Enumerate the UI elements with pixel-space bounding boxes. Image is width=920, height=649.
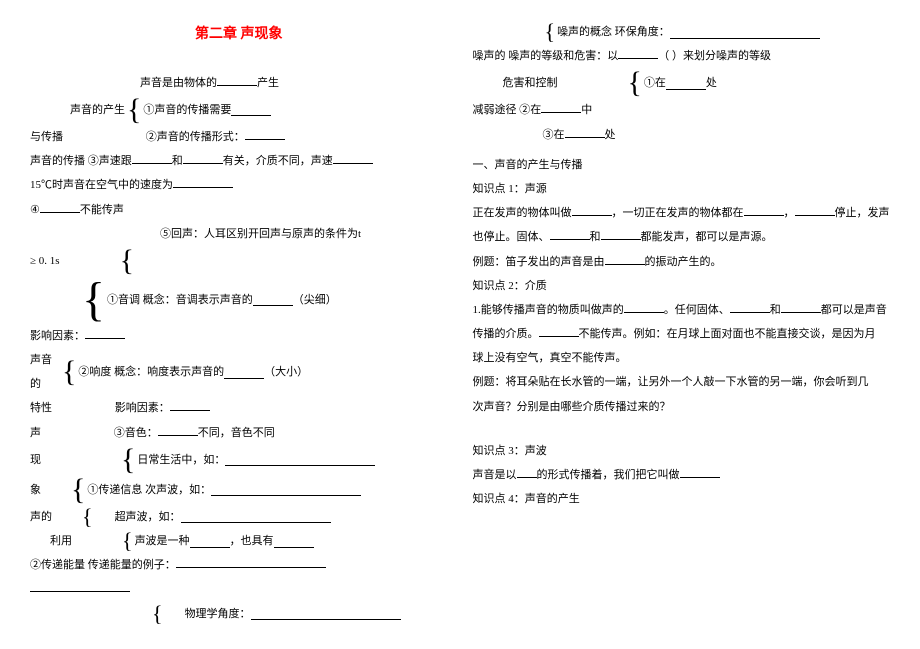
row-daily: 现 { 日常生活中，如：: [30, 445, 448, 475]
chapter-title: 第二章 声现象: [30, 20, 448, 51]
blank: [245, 127, 285, 140]
section-1: 一、声音的产生与传播 知识点 1：声源 正在发声的物体叫做，一切正在发声的物体都…: [473, 153, 891, 512]
kp3-l1: 声音是以的形式传播着，我们把它叫做: [473, 463, 891, 487]
blank: [680, 465, 720, 478]
kp1-l1: 正在发声的物体叫做，一切正在发声的物体都在，停止，发声: [473, 201, 891, 225]
brace-icon: {: [41, 445, 137, 475]
kp2-l1: 1.能够传播声音的物质叫做声的。任何固体、和都可以是声音: [473, 298, 891, 322]
kp1-ex: 例题：笛子发出的声音是由的振动产生的。: [473, 250, 891, 274]
row-physics: { 物理学角度：: [30, 602, 448, 626]
row-vacuum: ④不能传声: [30, 198, 448, 222]
kp2-l3: 球上没有空气，真空不能传声。: [473, 346, 891, 370]
brace-icon: {: [52, 506, 95, 528]
blank: [181, 510, 331, 523]
row-produce-label: 声音的产生 { ①声音的传播需要: [30, 95, 448, 125]
blank: [231, 103, 271, 116]
brace-icon: {: [125, 95, 143, 125]
row-noise-control: 危害和控制 { ①在处: [473, 68, 891, 98]
left-column: 第二章 声现象 声音是由物体的产生 声音的产生 { ①声音的传播需要 与传播 ②…: [30, 20, 448, 626]
blank: [624, 300, 664, 313]
row-ultra: 声的 { 超声波，如：: [30, 505, 448, 529]
h-section1: 一、声音的产生与传播: [473, 153, 891, 177]
blank: [132, 151, 172, 164]
blank: [183, 151, 223, 164]
kp2-l2: 传播的介质。不能传声。例如：在月球上面对面也不能直接交谈，是因为月: [473, 322, 891, 346]
blank: [190, 535, 230, 548]
blank: [744, 203, 784, 216]
blank: [253, 293, 293, 306]
blank: [85, 326, 125, 339]
h-kp4: 知识点 4：声音的产生: [473, 487, 891, 511]
row-factor: 影响因素：: [30, 324, 448, 348]
h-kp3: 知识点 3：声波: [473, 439, 891, 463]
blank: [170, 398, 210, 411]
row-transmit: 与传播 ②声音的传播形式：: [30, 125, 448, 149]
blank: [730, 300, 770, 313]
h-kp2: 知识点 2：介质: [473, 274, 891, 298]
blank: [173, 175, 233, 188]
blank: [795, 203, 835, 216]
row-reduce: 减弱途径 ②在中: [473, 98, 891, 122]
row-pitch: { ①音调 概念：音调表示声音的（尖细）: [30, 276, 448, 324]
blank: [217, 73, 257, 86]
blank: [618, 46, 658, 59]
kp2-ex1: 例题：将耳朵贴在长水管的一端，让另外一个人敲一下水管的另一端，你会听到几: [473, 370, 891, 394]
row-sound-produce: 声音是由物体的产生: [30, 71, 448, 95]
row-energy: ②传递能量 传递能量的例子：: [30, 553, 448, 577]
row-reduce3: ③在处: [473, 123, 891, 147]
kp1-l2: 也停止。固体、和都能发声，都可以是声源。: [473, 225, 891, 249]
kp2-ex2: 次声音？分别是由哪些介质传播过来的？: [473, 395, 891, 419]
blank: [572, 203, 612, 216]
blank: [176, 555, 326, 568]
blank: [670, 26, 820, 39]
blank: [605, 252, 645, 265]
blank: [666, 77, 706, 90]
blank: [158, 423, 198, 436]
brace-icon: {: [558, 68, 644, 98]
page-columns: 第二章 声现象 声音是由物体的产生 声音的产生 { ①声音的传播需要 与传播 ②…: [30, 20, 890, 626]
blank: [601, 227, 641, 240]
blank: [274, 535, 314, 548]
row-wave: 利用 { 声波是一种，也具有: [30, 529, 448, 553]
row-noise-level: 噪声的 噪声的等级和危害：以（ ）来划分噪声的等级: [473, 44, 891, 68]
row-timbre: 声 ③音色：不同，音色不同: [30, 421, 448, 445]
row-noise-concept: { 噪声的概念 环保角度：: [473, 20, 891, 44]
row-loudness: 声音的 { ②响度 概念：响度表示声音的（大小）: [30, 348, 448, 396]
blank: [781, 300, 821, 313]
brace-icon: {: [60, 357, 78, 387]
blank: [40, 200, 80, 213]
blank: [517, 465, 537, 478]
row-speed: 声音的传播 ③声速跟和有关，介质不同，声速: [30, 149, 448, 173]
brace-icon: {: [80, 276, 107, 324]
right-column: { 噪声的概念 环保角度： 噪声的 噪声的等级和危害：以（ ）来划分噪声的等级 …: [473, 20, 891, 626]
brace-icon: {: [150, 603, 165, 625]
blank: [541, 100, 581, 113]
blank: [251, 607, 401, 620]
brace-icon: {: [72, 530, 135, 552]
brace-icon: {: [60, 246, 136, 276]
blank: [333, 151, 373, 164]
row-15c: 15℃时声音在空气中的速度为: [30, 173, 448, 197]
blank: [550, 227, 590, 240]
row-char: 特性 影响因素：: [30, 396, 448, 420]
brace-icon: {: [41, 475, 87, 505]
row-echo2: ≥ 0. 1s {: [30, 246, 448, 276]
row-energy-cont: [30, 577, 448, 601]
h-kp1: 知识点 1：声源: [473, 177, 891, 201]
blank: [211, 483, 361, 496]
row-echo: ⑤回声：人耳区别开回声与原声的条件为t: [30, 222, 448, 246]
blank: [565, 125, 605, 138]
blank: [539, 324, 579, 337]
brace-icon: {: [543, 21, 558, 43]
blank: [224, 366, 264, 379]
blank: [30, 579, 130, 592]
blank: [225, 453, 375, 466]
row-info: 象 { ①传递信息 次声波，如：: [30, 475, 448, 505]
